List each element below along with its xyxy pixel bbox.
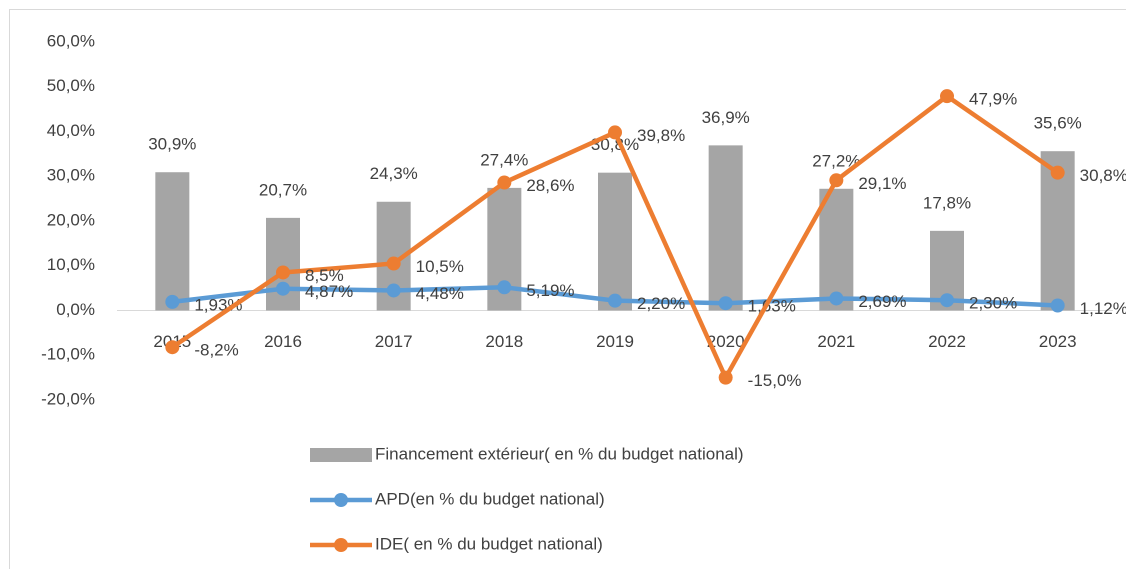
y-tick-label: 60,0%	[47, 31, 95, 50]
marker	[1050, 298, 1065, 313]
marker	[497, 175, 512, 190]
data-label: 4,48%	[416, 284, 464, 303]
data-label: 2,69%	[858, 292, 906, 311]
marker	[1050, 165, 1065, 180]
legend-swatch	[310, 448, 372, 462]
data-label: 10,5%	[416, 257, 464, 276]
legend-label: IDE( en % du budget national)	[375, 534, 603, 553]
data-label: 1,12%	[1080, 299, 1126, 318]
marker	[165, 294, 180, 309]
y-tick-label: 50,0%	[47, 76, 95, 95]
data-label: 39,8%	[637, 126, 685, 145]
marker	[940, 89, 954, 104]
marker	[718, 296, 733, 311]
data-label: 30,8%	[1080, 166, 1126, 185]
x-tick-label: 2022	[928, 332, 966, 351]
y-tick-label: -10,0%	[41, 345, 95, 364]
data-label: 2,20%	[637, 294, 685, 313]
legend-swatch	[334, 493, 348, 507]
x-tick-label: 2020	[707, 332, 745, 351]
marker	[386, 283, 401, 298]
bar	[266, 217, 300, 311]
legend-label: APD(en % du budget national)	[375, 489, 605, 508]
marker	[718, 370, 733, 385]
data-label: 30,9%	[148, 135, 196, 154]
data-label: 47,9%	[969, 90, 1017, 109]
marker	[497, 280, 512, 295]
x-tick-label: 2021	[817, 332, 855, 351]
data-label: 20,7%	[259, 180, 307, 199]
y-tick-label: 0,0%	[56, 300, 95, 319]
x-tick-label: 2017	[375, 332, 413, 351]
marker	[940, 293, 954, 308]
bar	[598, 172, 632, 311]
data-label: 24,3%	[370, 164, 418, 183]
x-tick-label: 2023	[1039, 332, 1077, 351]
data-label: 8,5%	[305, 266, 344, 285]
data-label: 28,6%	[526, 176, 574, 195]
data-label: 17,8%	[923, 193, 971, 212]
data-label: 4,87%	[305, 282, 353, 301]
bar	[819, 188, 854, 311]
marker	[276, 265, 290, 280]
marker	[829, 291, 844, 306]
x-tick-label: 2019	[596, 332, 634, 351]
marker	[165, 340, 180, 355]
marker	[276, 281, 290, 296]
y-tick-label: 30,0%	[47, 166, 95, 185]
bar	[708, 145, 743, 311]
data-label: -8,2%	[194, 341, 238, 360]
y-tick-label: 10,0%	[47, 255, 95, 274]
data-label: 27,2%	[812, 151, 860, 170]
data-label: -15,0%	[748, 371, 802, 390]
marker	[608, 125, 622, 140]
data-label: 36,9%	[702, 108, 750, 127]
marker	[608, 293, 622, 308]
x-tick-label: 2018	[485, 332, 523, 351]
marker	[386, 256, 401, 271]
data-label: 27,4%	[480, 150, 528, 169]
legend-label: Financement extérieur( en % du budget na…	[375, 444, 744, 463]
y-tick-label: -20,0%	[41, 389, 95, 408]
legend-swatch	[334, 538, 348, 552]
x-tick-label: 2016	[264, 332, 302, 351]
data-label: 29,1%	[858, 174, 906, 193]
data-label: 35,6%	[1034, 114, 1082, 133]
data-label: 2,30%	[969, 294, 1017, 313]
y-tick-label: 40,0%	[47, 121, 95, 140]
data-label: 1,63%	[748, 297, 796, 316]
data-label: 5,19%	[526, 281, 574, 300]
marker	[829, 173, 844, 188]
y-tick-label: 20,0%	[47, 210, 95, 229]
bar	[155, 172, 190, 311]
